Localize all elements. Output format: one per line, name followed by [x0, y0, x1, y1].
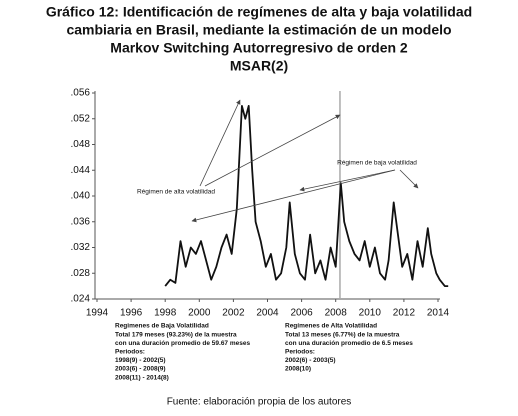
y-tick-label: .052	[71, 113, 91, 124]
chart-title: Markov Switching Autorregresivo de orden…	[110, 40, 408, 56]
x-tick-label: 2006	[290, 308, 313, 319]
note-text: 2002(6) - 2003(5)	[285, 357, 336, 364]
arrow	[204, 114, 341, 187]
note-text: Total 13 meses (6.77%) de la muestra	[285, 331, 400, 338]
arrow	[299, 169, 396, 192]
note-text: 2003(6) - 2008(9)	[115, 366, 166, 373]
note-text: Regimenes de Baja Volatilidad	[115, 323, 209, 330]
x-tick-label: 1994	[86, 308, 109, 319]
y-tick-label: .040	[71, 191, 91, 202]
y-tick-label: .032	[71, 242, 91, 253]
x-tick-label: 2008	[325, 308, 348, 319]
arrow	[399, 169, 419, 189]
x-tick-label: 2012	[393, 308, 416, 319]
note-text: Total 179 meses (93.23%) de la muestra	[115, 331, 237, 338]
note-text: con una duración promedio de 59.67 meses	[115, 340, 250, 347]
y-tick-label: .036	[71, 216, 91, 227]
note-text: Regímenes de Alta Volatilidad	[285, 323, 377, 330]
y-tick-label: .044	[71, 165, 91, 176]
note-text: 2008(11) - 2014(8)	[115, 374, 169, 381]
y-tick-label: .024	[71, 294, 91, 305]
chart-title: Gráfico 12: Identificación de regímenes …	[46, 4, 472, 20]
x-tick-label: 2010	[359, 308, 382, 319]
x-tick-label: 1998	[154, 308, 177, 319]
chart-title: MSAR(2)	[230, 58, 288, 74]
x-tick-label: 2000	[188, 308, 211, 319]
y-tick-label: .028	[71, 268, 91, 279]
y-tick-label: .056	[71, 88, 91, 99]
arrow	[191, 169, 396, 223]
note-text: 1998(9) - 2002(5)	[115, 357, 166, 364]
annotation: Régimen de alta volatilidad	[137, 189, 215, 196]
source: Fuente: elaboración propia de los autore…	[167, 397, 352, 408]
note-text: 2008(10)	[285, 366, 311, 373]
note-text: Periodos:	[285, 349, 315, 356]
x-tick-label: 2004	[256, 308, 279, 319]
note-text: Periodos:	[115, 349, 145, 356]
x-tick-label: 2014	[427, 308, 450, 319]
data-line	[164, 105, 449, 287]
arrow	[199, 99, 241, 187]
chart-title: cambiaria en Brasil, mediante la estimac…	[66, 22, 451, 38]
x-tick-label: 1996	[120, 308, 143, 319]
note-text: con una duración promedio de 6.5 meses	[285, 340, 413, 347]
annotation: Régimen de baja volatilidad	[337, 160, 417, 167]
y-tick-label: .048	[71, 139, 91, 150]
x-tick-label: 2002	[222, 308, 245, 319]
